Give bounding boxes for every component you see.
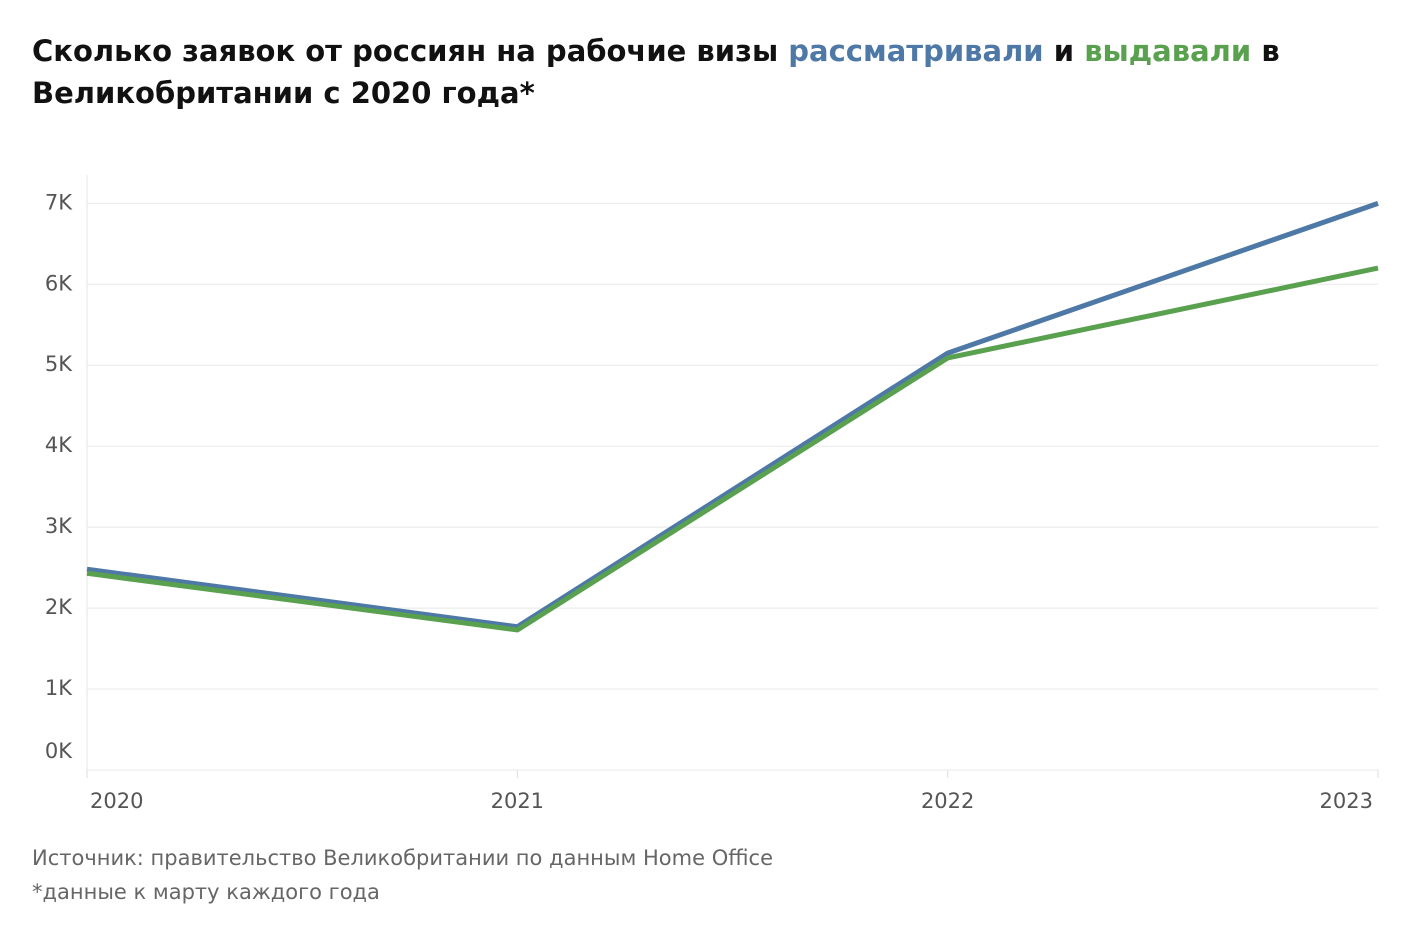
title-part: и bbox=[1053, 34, 1075, 68]
x-tick-label: 2021 bbox=[491, 789, 544, 813]
note: *данные к марту каждого года bbox=[32, 880, 380, 904]
y-tick-label: 4K bbox=[45, 433, 73, 457]
y-tick-label: 3K bbox=[45, 514, 73, 538]
x-tick-label: 2022 bbox=[921, 789, 974, 813]
legend-entry: выдавали bbox=[1084, 34, 1252, 68]
source: Источник: правительство Великобритании п… bbox=[32, 846, 773, 870]
x-tick-label: 2020 bbox=[90, 789, 143, 813]
x-tick-label: 2023 bbox=[1320, 789, 1373, 813]
legend-entry: рассматривали bbox=[788, 34, 1044, 68]
y-tick-label: 0K bbox=[45, 739, 73, 763]
y-tick-label: 5K bbox=[45, 352, 73, 376]
title-part: в Великобритании с 2020 года* bbox=[32, 34, 1280, 110]
chart-title: Сколько заявок от россиян на рабочие виз… bbox=[32, 30, 1362, 114]
series-line bbox=[86, 200, 1379, 630]
title-part: Сколько заявок от россиян на рабочие виз… bbox=[32, 34, 779, 68]
y-tick-label: 7K bbox=[45, 190, 73, 214]
series-line bbox=[86, 265, 1379, 633]
y-tick-label: 2K bbox=[45, 595, 73, 619]
y-tick-label: 6K bbox=[45, 271, 73, 295]
y-tick-label: 1K bbox=[45, 676, 73, 700]
